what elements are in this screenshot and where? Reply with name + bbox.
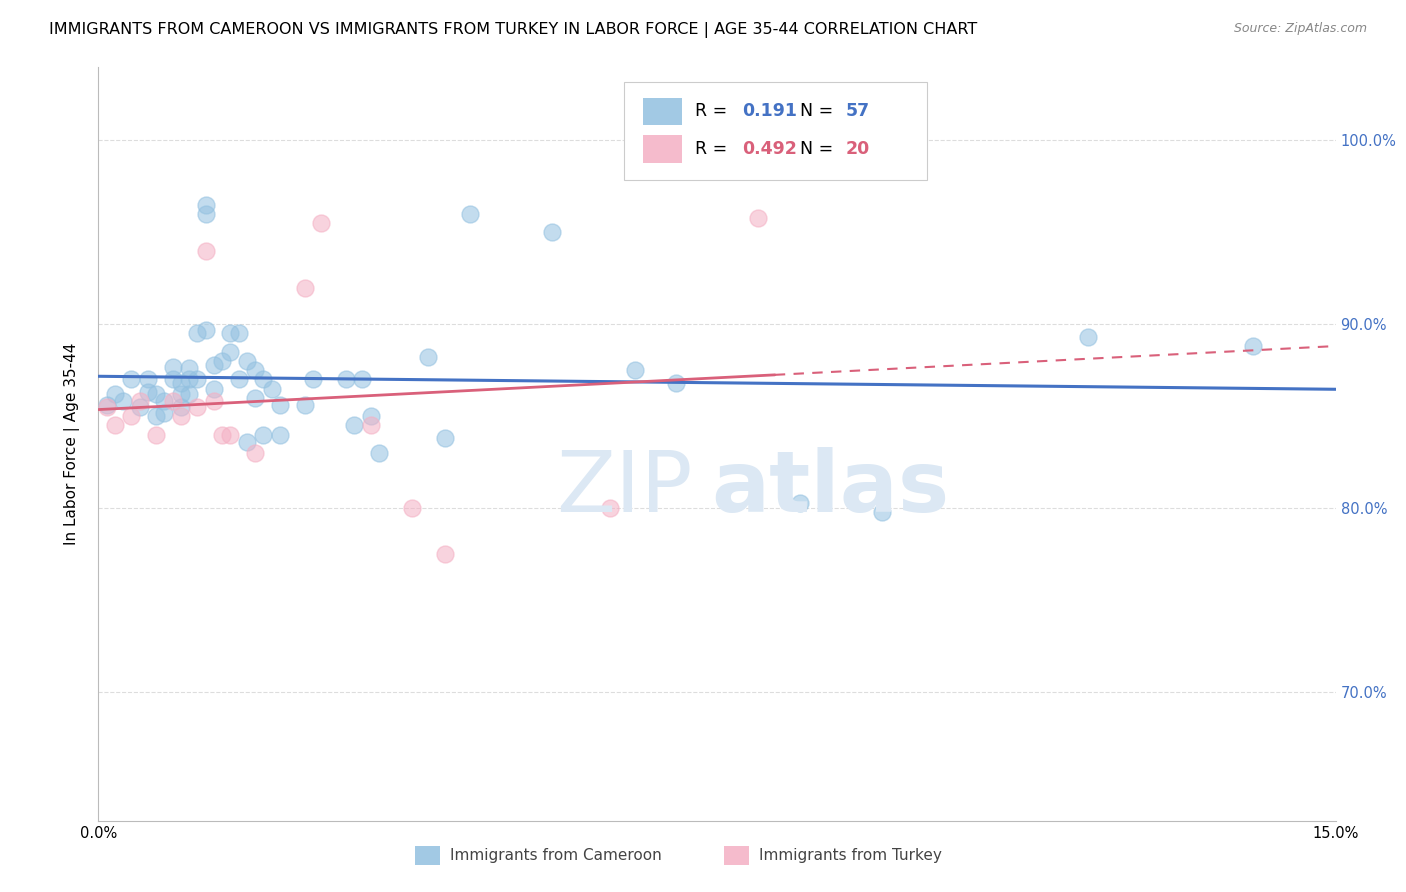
Point <box>136 372 159 386</box>
Text: Immigrants from Turkey: Immigrants from Turkey <box>759 848 942 863</box>
Point <box>194 198 217 212</box>
Text: 0.191: 0.191 <box>742 103 797 120</box>
Point <box>179 372 201 386</box>
Point <box>162 372 184 386</box>
Point <box>136 385 159 400</box>
Point <box>162 394 184 409</box>
Point <box>236 434 259 449</box>
Point <box>789 495 811 509</box>
Point <box>335 372 357 386</box>
Point <box>170 376 193 390</box>
Point <box>228 326 250 341</box>
Text: IMMIGRANTS FROM CAMEROON VS IMMIGRANTS FROM TURKEY IN LABOR FORCE | AGE 35-44 CO: IMMIGRANTS FROM CAMEROON VS IMMIGRANTS F… <box>49 22 977 38</box>
Point <box>243 391 266 405</box>
FancyBboxPatch shape <box>643 136 682 162</box>
Text: ZIP: ZIP <box>555 448 692 531</box>
Point <box>747 211 769 225</box>
Point <box>1241 339 1264 353</box>
Point <box>170 387 193 401</box>
Text: atlas: atlas <box>711 448 949 531</box>
Point <box>153 405 176 419</box>
Point <box>870 505 893 519</box>
Point <box>541 225 564 239</box>
Point <box>418 351 440 365</box>
Text: 0.492: 0.492 <box>742 140 797 158</box>
Point <box>219 427 242 442</box>
Text: Source: ZipAtlas.com: Source: ZipAtlas.com <box>1233 22 1367 36</box>
Point <box>179 387 201 401</box>
Point <box>145 427 167 442</box>
Point <box>145 409 167 424</box>
Text: R =: R = <box>695 103 733 120</box>
Point <box>294 280 316 294</box>
Point <box>194 244 217 258</box>
Point <box>433 547 456 561</box>
FancyBboxPatch shape <box>643 98 682 125</box>
Point <box>343 418 366 433</box>
Point <box>128 400 150 414</box>
Point <box>104 387 127 401</box>
Y-axis label: In Labor Force | Age 35-44: In Labor Force | Age 35-44 <box>63 343 80 545</box>
Text: N =: N = <box>800 103 839 120</box>
Point <box>202 358 225 372</box>
Point <box>352 372 374 386</box>
Point <box>360 409 382 424</box>
Point <box>186 326 208 341</box>
Point <box>104 418 127 433</box>
Point <box>120 372 142 386</box>
Point <box>202 394 225 409</box>
Point <box>170 400 193 414</box>
Point <box>202 382 225 396</box>
Point <box>367 446 389 460</box>
Point <box>623 363 645 377</box>
Point <box>186 400 208 414</box>
Point <box>252 427 274 442</box>
FancyBboxPatch shape <box>624 82 928 180</box>
Text: 57: 57 <box>846 103 870 120</box>
Text: R =: R = <box>695 140 733 158</box>
Point <box>162 359 184 374</box>
Point <box>665 376 688 390</box>
Point <box>260 382 283 396</box>
Point <box>302 372 325 386</box>
Text: Immigrants from Cameroon: Immigrants from Cameroon <box>450 848 662 863</box>
Point <box>120 409 142 424</box>
Text: 20: 20 <box>846 140 870 158</box>
Point <box>401 501 423 516</box>
Point <box>128 394 150 409</box>
Point <box>309 216 332 230</box>
Point <box>96 398 118 412</box>
Point <box>236 354 259 368</box>
Point <box>186 372 208 386</box>
Point <box>1077 330 1099 344</box>
Point <box>269 398 291 412</box>
Point <box>145 387 167 401</box>
Point <box>96 400 118 414</box>
Point <box>228 372 250 386</box>
Point <box>194 207 217 221</box>
Point <box>112 394 135 409</box>
Point <box>153 394 176 409</box>
Point <box>433 431 456 445</box>
Point <box>170 409 193 424</box>
Point <box>243 446 266 460</box>
Point <box>219 326 242 341</box>
Point <box>211 354 233 368</box>
Point <box>252 372 274 386</box>
Point <box>294 398 316 412</box>
Point <box>243 363 266 377</box>
Point <box>360 418 382 433</box>
Point <box>194 323 217 337</box>
Text: N =: N = <box>800 140 839 158</box>
Point <box>599 501 621 516</box>
Point <box>211 427 233 442</box>
Point <box>219 344 242 359</box>
Point <box>179 361 201 376</box>
Point <box>458 207 481 221</box>
Point <box>269 427 291 442</box>
